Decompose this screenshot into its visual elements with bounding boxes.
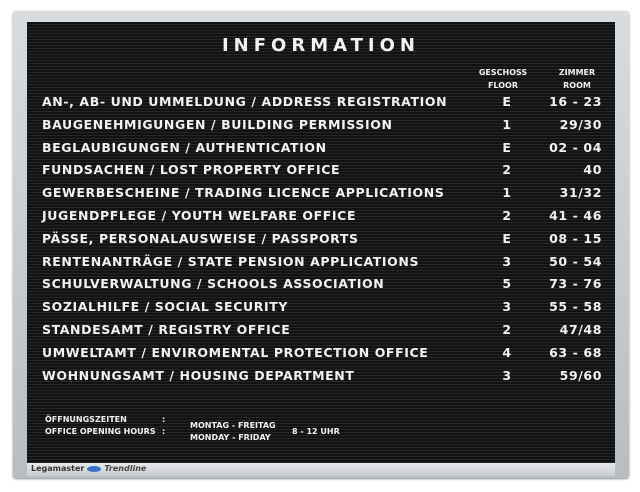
brand-mark-icon bbox=[87, 465, 102, 472]
separator-de: : bbox=[162, 415, 166, 424]
office-room: 31/32 bbox=[559, 185, 602, 201]
office-row: GEWERBESCHEINE / TRADING LICENCE APPLICA… bbox=[42, 185, 602, 205]
office-room: 16 - 23 bbox=[549, 94, 602, 109]
office-floor: 2 bbox=[502, 162, 512, 178]
office-row: BEGLAUBIGUNGEN / AUTHENTICATION E 02 - 04 bbox=[42, 140, 602, 160]
office-name: UMWELTAMT / ENVIROMENTAL PROTECTION OFFI… bbox=[42, 344, 429, 360]
office-name: AN-, AB- UND UMMELDUNG / ADDRESS REGISTR… bbox=[42, 94, 448, 109]
office-floor: 3 bbox=[502, 299, 512, 315]
office-name: BEGLAUBIGUNGEN / AUTHENTICATION bbox=[42, 139, 327, 155]
office-name: GEWERBESCHEINE / TRADING LICENCE APPLICA… bbox=[42, 185, 445, 201]
hours-label-de: ÖFFNUNGSZEITEN bbox=[45, 415, 127, 424]
office-name: STANDESAMT / REGISTRY OFFICE bbox=[42, 322, 291, 337]
office-room: 59/60 bbox=[559, 367, 602, 383]
office-name: SOZIALHILFE / SOCIAL SECURITY bbox=[42, 299, 288, 315]
office-name: JUGENDPFLEGE / YOUTH WELFARE OFFICE bbox=[42, 208, 357, 223]
office-row: UMWELTAMT / ENVIROMENTAL PROTECTION OFFI… bbox=[42, 345, 602, 365]
floor-header: GESCHOSS FLOOR bbox=[473, 66, 533, 92]
hours-separator: : : bbox=[162, 414, 165, 438]
hours-label: ÖFFNUNGSZEITEN OFFICE OPENING HOURS bbox=[45, 414, 156, 438]
office-row: STANDESAMT / REGISTRY OFFICE 2 47/48 bbox=[42, 322, 602, 342]
office-floor: 1 bbox=[502, 116, 512, 132]
office-room: 63 - 68 bbox=[549, 344, 602, 360]
office-floor: 3 bbox=[502, 253, 512, 269]
days-en: MONDAY - FRIDAY bbox=[190, 433, 271, 442]
office-floor: 5 bbox=[502, 276, 512, 292]
office-floor: 1 bbox=[502, 185, 512, 201]
office-row: WOHNUNGSAMT / HOUSING DEPARTMENT 3 59/60 bbox=[42, 368, 602, 388]
office-floor: E bbox=[502, 94, 512, 109]
office-row: SOZIALHILFE / SOCIAL SECURITY 3 55 - 58 bbox=[42, 299, 602, 319]
office-floor: 3 bbox=[502, 367, 512, 383]
office-room: 02 - 04 bbox=[549, 139, 602, 155]
office-row: BAUGENEHMIGUNGEN / BUILDING PERMISSION 1 2… bbox=[42, 117, 602, 137]
office-floor: E bbox=[502, 139, 512, 155]
office-floor: 2 bbox=[502, 322, 512, 337]
room-header-en: ROOM bbox=[563, 81, 591, 90]
hours-label-en: OFFICE OPENING HOURS bbox=[45, 427, 156, 436]
room-header: ZIMMER ROOM bbox=[547, 66, 607, 92]
office-room: 55 - 58 bbox=[549, 299, 602, 315]
office-floor: 2 bbox=[502, 208, 512, 223]
office-room: 73 - 76 bbox=[549, 276, 602, 292]
floor-header-en: FLOOR bbox=[487, 81, 519, 90]
office-name: PÄSSE, PERSONALAUSWEISE / PASSPORTS bbox=[42, 230, 359, 246]
office-room: 29/30 bbox=[559, 116, 602, 132]
office-row: JUGENDPFLEGE / YOUTH WELFARE OFFICE 2 41 -… bbox=[42, 208, 602, 228]
office-row: SCHULVERWALTUNG / SCHOOLS ASSOCIATION 5 73… bbox=[42, 276, 602, 296]
office-room: 08 - 15 bbox=[549, 230, 602, 246]
office-room: 40 bbox=[583, 162, 602, 178]
separator-en: : bbox=[162, 427, 166, 436]
office-name: BAUGENEHMIGUNGEN / BUILDING PERMISSION bbox=[42, 116, 393, 132]
office-name: SCHULVERWALTUNG / SCHOOLS ASSOCIATION bbox=[42, 276, 385, 292]
board-title: INFORMATION bbox=[221, 35, 420, 56]
brand-name: Legamaster bbox=[31, 464, 85, 473]
hours-days: MONTAG - FREITAG MONDAY - FRIDAY bbox=[190, 420, 276, 444]
office-name: WOHNUNGSAMT / HOUSING DEPARTMENT bbox=[42, 367, 355, 383]
office-name: FUNDSACHEN / LOST PROPERTY OFFICE bbox=[42, 162, 341, 178]
floor-header-de: GESCHOSS bbox=[478, 68, 528, 77]
office-name: RENTENANTRÄGE / STATE PENSION APPLICATIO… bbox=[42, 253, 420, 269]
office-row: RENTENANTRÄGE / STATE PENSION APPLICATIO… bbox=[42, 254, 602, 274]
office-row: FUNDSACHEN / LOST PROPERTY OFFICE 2 40 bbox=[42, 162, 602, 182]
letter-board: INFORMATION GESCHOSS FLOOR ZIMMER ROOM A… bbox=[27, 22, 615, 464]
office-room: 41 - 46 bbox=[549, 208, 602, 223]
office-room: 50 - 54 bbox=[549, 253, 602, 269]
brand-strip: Legamaster Trendline bbox=[27, 463, 615, 476]
hours-time: 8 - 12 UHR bbox=[292, 427, 340, 436]
days-de: MONTAG - FREITAG bbox=[190, 421, 276, 430]
office-room: 47/48 bbox=[559, 322, 602, 337]
office-floor: E bbox=[502, 230, 512, 246]
office-row: AN-, AB- UND UMMELDUNG / ADDRESS REGISTR… bbox=[42, 94, 602, 114]
brand-logo: Legamaster Trendline bbox=[31, 464, 146, 473]
office-floor: 4 bbox=[502, 344, 512, 360]
brand-line: Trendline bbox=[104, 464, 147, 473]
room-header-de: ZIMMER bbox=[558, 68, 596, 77]
office-row: PÄSSE, PERSONALAUSWEISE / PASSPORTS E 08 -… bbox=[42, 231, 602, 251]
